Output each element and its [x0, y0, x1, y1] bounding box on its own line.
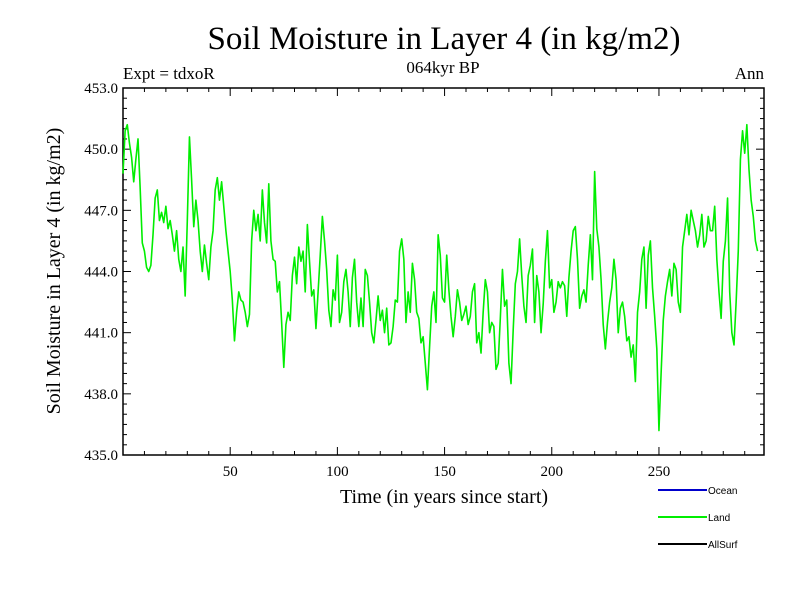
y-axis-ticks: 435.0 438.0 441.0 444.0 447.0 450.0 453.0: [84, 81, 764, 464]
legend: Ocean Land AllSurf: [658, 486, 738, 551]
plot-frame: [122, 87, 765, 456]
y-axis-label: Soil Moisture in Layer 4 (in kg/m2): [43, 128, 65, 415]
chart-right-note: Ann: [735, 64, 765, 83]
x-axis-ticks: 50 100 150 200 250: [143, 88, 746, 480]
y-tick-label: 441.0: [84, 326, 118, 342]
y-tick-label: 447.0: [84, 203, 118, 219]
legend-item-land: Land: [658, 513, 730, 524]
x-tick-label: 200: [541, 464, 564, 480]
x-tick-label: 50: [223, 464, 238, 480]
x-axis-label: Time (in years since start): [340, 486, 548, 508]
series-line-land: [122, 123, 759, 432]
plot-area: 50 100 150 200 250 435.0 438.0 441.0 444.0 447.0…: [84, 81, 765, 480]
legend-item-ocean: Ocean: [658, 486, 737, 497]
chart-subtitle: 064kyr BP: [406, 58, 479, 77]
legend-label: AllSurf: [708, 540, 738, 551]
y-tick-label: 453.0: [84, 81, 118, 97]
y-tick-label: 438.0: [84, 387, 118, 403]
series-layer: [122, 123, 759, 432]
legend-label: Ocean: [708, 486, 737, 497]
y-tick-label: 450.0: [84, 142, 118, 158]
y-tick-label: 444.0: [84, 265, 118, 281]
y-tick-label: 435.0: [84, 448, 118, 464]
x-tick-label: 100: [326, 464, 349, 480]
chart-left-note: Expt = tdxoR: [123, 64, 215, 83]
chart-title: Soil Moisture in Layer 4 (in kg/m2): [208, 21, 681, 57]
x-tick-label: 250: [648, 464, 671, 480]
legend-label: Land: [708, 513, 730, 524]
x-tick-label: 150: [433, 464, 456, 480]
legend-item-allsurf: AllSurf: [658, 540, 738, 551]
